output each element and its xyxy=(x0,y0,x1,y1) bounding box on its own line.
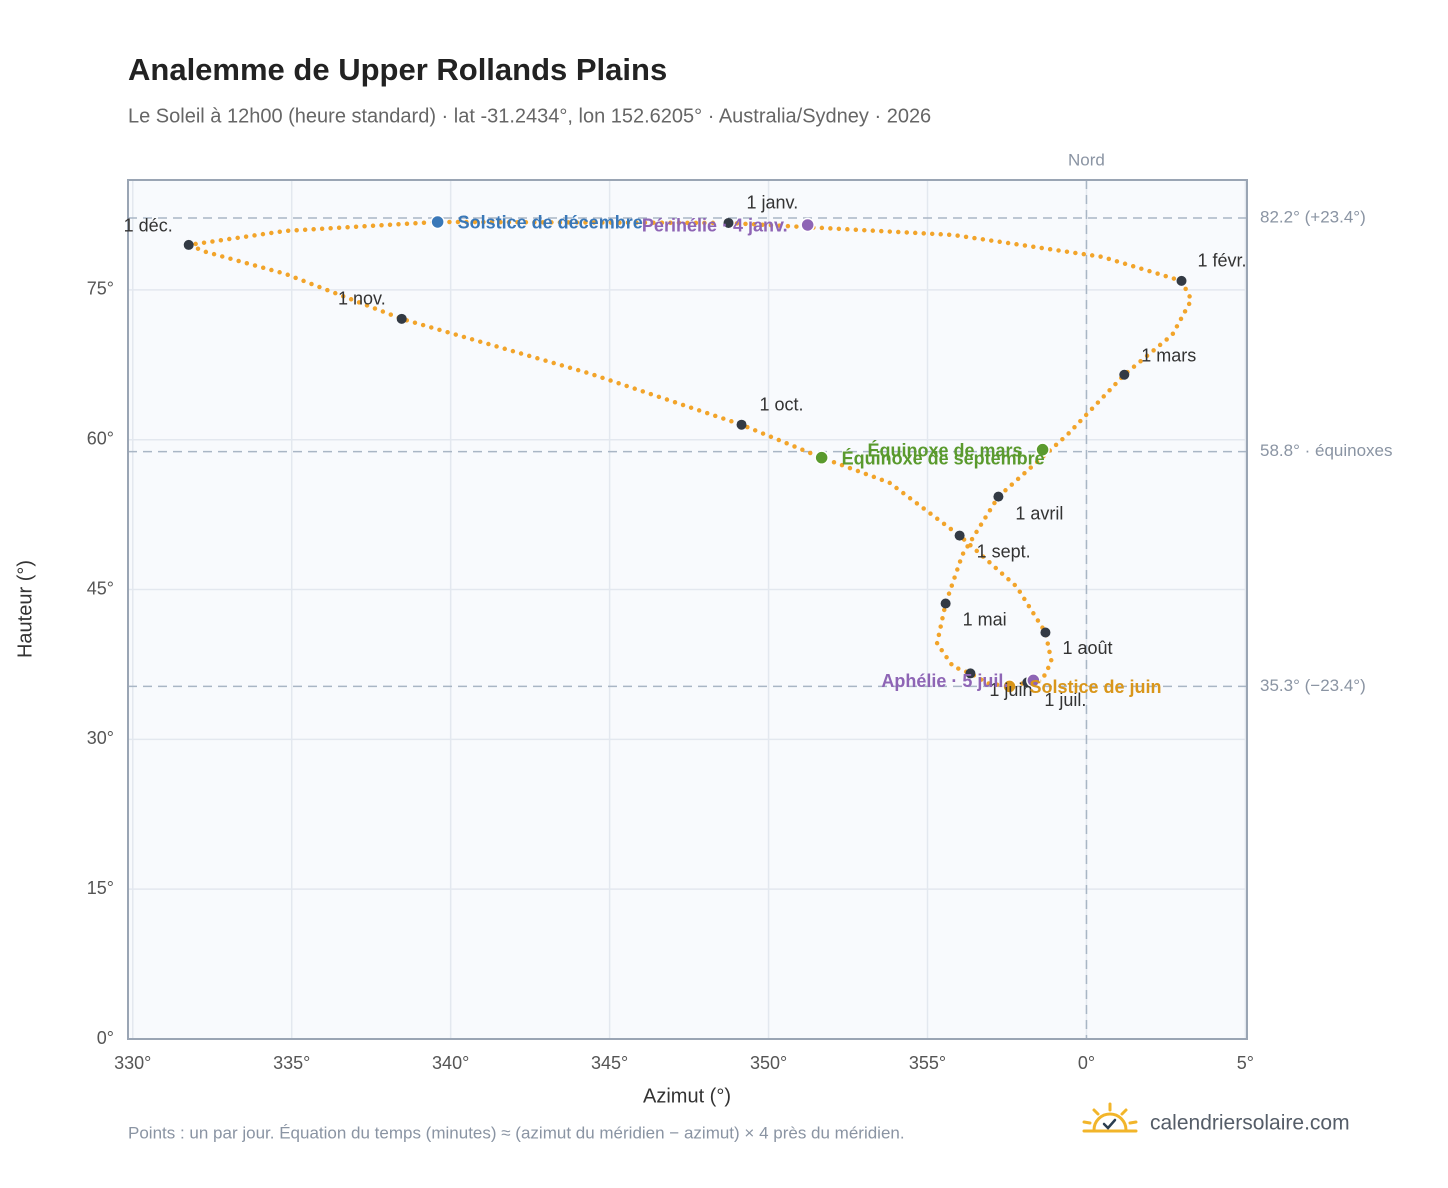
month-label: 1 août xyxy=(1062,638,1112,658)
x-tick-label: 350° xyxy=(750,1053,787,1073)
chart-title: Analemme de Upper Rollands Plains xyxy=(128,52,667,87)
month-label: 1 avril xyxy=(1015,503,1063,523)
month-label: 1 janv. xyxy=(747,193,799,213)
month-marker xyxy=(965,668,976,679)
month-label: 1 juin xyxy=(989,680,1032,700)
month-marker xyxy=(993,491,1004,502)
x-tick-label: 340° xyxy=(432,1053,469,1073)
month-marker xyxy=(940,598,951,609)
month-label: 1 oct. xyxy=(760,394,804,414)
reference-label: 35.3° (−23.4°) xyxy=(1260,676,1366,695)
month-label: 1 mai xyxy=(963,609,1007,629)
brand: calendriersolaire.com xyxy=(1150,1112,1350,1135)
event-marker xyxy=(814,450,829,465)
x-tick-label: 355° xyxy=(909,1053,946,1073)
month-marker xyxy=(954,530,965,541)
event-marker xyxy=(430,214,445,230)
month-marker xyxy=(1040,627,1051,638)
y-tick-label: 15° xyxy=(87,878,114,898)
y-tick-label: 30° xyxy=(87,728,114,748)
event-label: Aphélie · 5 juil. xyxy=(881,671,1008,691)
plot-frame xyxy=(127,179,1248,1040)
reference-label: 82.2° (+23.4°) xyxy=(1260,207,1366,226)
x-tick-label: 345° xyxy=(591,1053,628,1073)
event-marker xyxy=(800,217,815,233)
month-label: 1 déc. xyxy=(124,216,173,236)
y-tick-label: 75° xyxy=(87,279,114,299)
month-marker xyxy=(723,217,734,228)
marks xyxy=(183,214,1194,694)
north-label: Nord xyxy=(1068,150,1105,169)
chart-subtitle: Le Soleil à 12h00 (heure standard) · lat… xyxy=(128,105,931,127)
month-label: 1 nov. xyxy=(338,289,386,309)
event-label: Périhélie · 4 janv. xyxy=(642,216,788,236)
month-label: 1 sept. xyxy=(977,541,1031,561)
month-marker xyxy=(736,419,747,430)
month-label: 1 mars xyxy=(1141,346,1196,366)
month-marker xyxy=(1119,369,1130,380)
y-tick-label: 45° xyxy=(87,578,114,598)
event-marker xyxy=(1035,442,1050,457)
event-marker xyxy=(1026,673,1041,688)
x-tick-label: 330° xyxy=(114,1053,151,1073)
event-label: Solstice de décembre xyxy=(458,213,643,233)
y-axis-label: Hauteur (°) xyxy=(14,560,36,658)
brand-icon xyxy=(1082,1102,1138,1133)
plot-area xyxy=(128,180,1247,1039)
event-label: Équinoxe de mars xyxy=(868,439,1023,460)
y-tick-label: 60° xyxy=(87,428,114,448)
reference-label: 58.8° · équinoxes xyxy=(1260,441,1393,460)
x-tick-label: 5° xyxy=(1237,1053,1254,1073)
month-marker xyxy=(1176,275,1187,286)
month-label: 1 févr. xyxy=(1198,251,1247,271)
footnote: Points : un par jour. Équation du temps … xyxy=(128,1123,905,1142)
month-marker xyxy=(183,239,194,250)
month-label: 1 juil. xyxy=(1044,690,1086,710)
grid xyxy=(128,180,1247,1040)
x-tick-label: 335° xyxy=(273,1053,310,1073)
event-label: Équinoxe de septembre xyxy=(842,447,1045,468)
x-tick-label: 0° xyxy=(1078,1053,1095,1073)
month-marker xyxy=(396,313,407,324)
event-label: Solstice de juin xyxy=(1030,677,1162,697)
y-tick-label: 0° xyxy=(97,1028,114,1048)
event-marker xyxy=(1002,679,1017,694)
x-axis-label: Azimut (°) xyxy=(643,1085,731,1107)
